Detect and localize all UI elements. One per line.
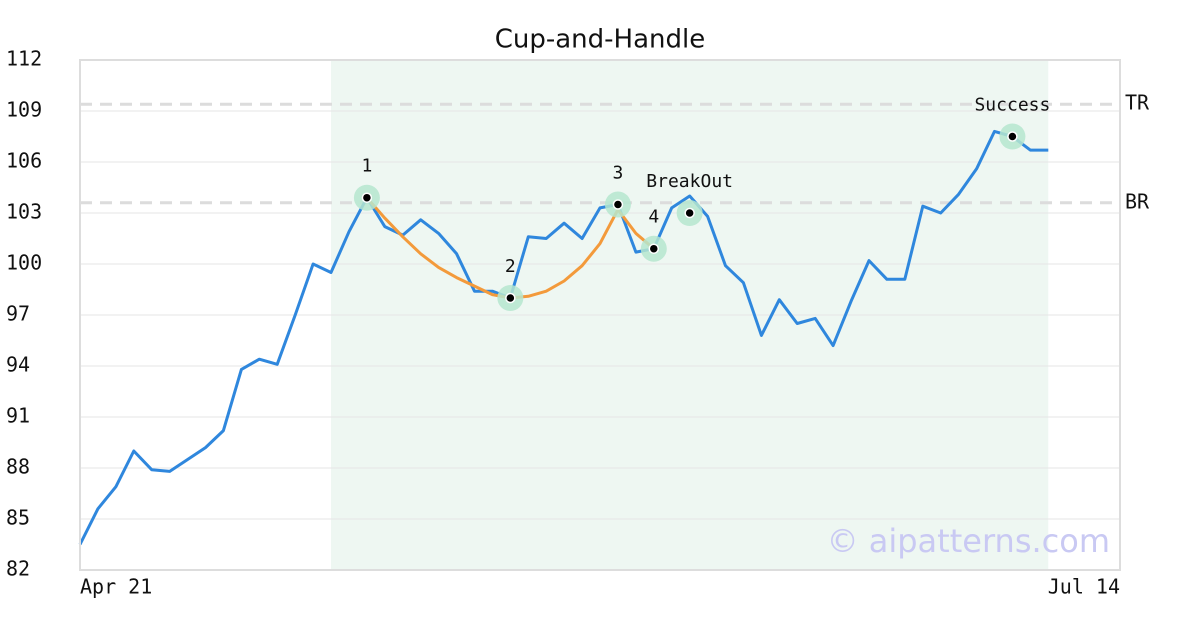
y-tick-label: 103 — [6, 200, 42, 224]
y-tick-label: 85 — [6, 506, 30, 530]
y-tick-label: 91 — [6, 404, 30, 428]
marker-dot — [684, 207, 695, 219]
annotation-label: 3 — [613, 163, 624, 184]
watermark: © aipatterns.com — [827, 522, 1110, 560]
price-line — [78, 129, 1049, 546]
x-tick-label: Jul 14 — [1048, 575, 1120, 599]
reference-label: TR — [1125, 91, 1150, 115]
y-tick-label: 88 — [6, 455, 30, 479]
annotation-label: 1 — [361, 156, 372, 177]
annotation-label: 2 — [505, 256, 516, 277]
marker-dot — [648, 243, 660, 254]
x-tick-label: Apr 21 — [80, 575, 152, 599]
plot-frame — [79, 59, 1121, 571]
chart-title: Cup-and-Handle — [495, 25, 706, 55]
annotation-label: Success — [974, 95, 1050, 116]
y-tick-label: 109 — [6, 98, 42, 122]
marker-dot — [612, 199, 624, 210]
y-tick-label: 94 — [6, 353, 30, 377]
annotation-label: 4 — [648, 207, 659, 228]
annotation-label: BreakOut — [646, 171, 733, 192]
marker-dot — [1007, 131, 1018, 142]
reference-label: BR — [1125, 189, 1150, 213]
y-tick-label: 82 — [6, 557, 30, 581]
marker-dot — [505, 292, 516, 304]
marker-dot — [361, 192, 373, 203]
y-tick-label: 100 — [6, 251, 42, 275]
y-tick-label: 97 — [6, 302, 30, 326]
y-tick-label: 112 — [6, 47, 42, 71]
y-tick-label: 106 — [6, 149, 42, 173]
